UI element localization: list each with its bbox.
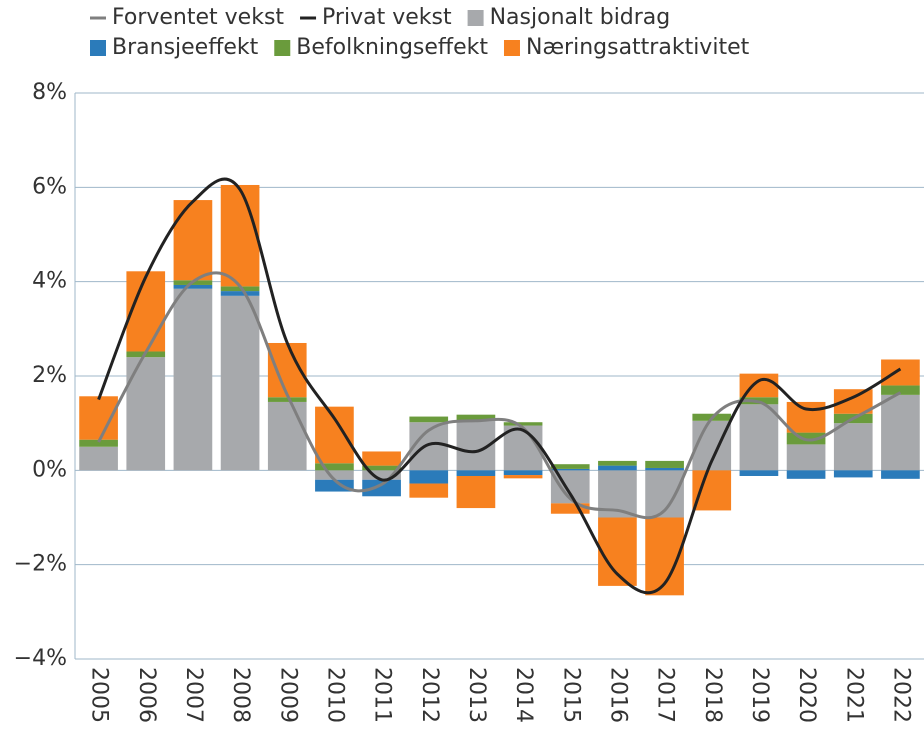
y-tick-label: −4% bbox=[14, 646, 67, 671]
bar-segment bbox=[786, 470, 826, 479]
bar-segment bbox=[881, 470, 920, 479]
x-tick-label: 2017 bbox=[653, 667, 678, 723]
bar-segment bbox=[362, 479, 401, 497]
bar-segment bbox=[456, 475, 496, 509]
bar-segment bbox=[503, 475, 543, 479]
bar-segment bbox=[267, 401, 307, 471]
bar-segment bbox=[550, 468, 590, 471]
x-tick-label: 2019 bbox=[747, 667, 772, 723]
x-tick-label: 2012 bbox=[417, 667, 442, 723]
x-tick-label: 2005 bbox=[87, 667, 112, 723]
x-tick-label: 2013 bbox=[464, 667, 489, 723]
x-tick-label: 2011 bbox=[370, 667, 395, 723]
y-tick-label: 6% bbox=[32, 174, 67, 199]
x-tick-label: 2006 bbox=[134, 667, 159, 723]
y-tick-label: 0% bbox=[32, 457, 67, 482]
x-tick-label: 2021 bbox=[841, 667, 866, 723]
bar-segment bbox=[173, 284, 213, 289]
x-tick-label: 2014 bbox=[511, 667, 536, 723]
bar-segment bbox=[456, 470, 496, 476]
x-tick-label: 2007 bbox=[181, 667, 206, 723]
bar-segment bbox=[79, 439, 118, 447]
bar-segment bbox=[503, 422, 543, 426]
legend-label: Bransjeeffekt bbox=[112, 35, 259, 60]
legend-symbol bbox=[274, 40, 291, 56]
bar-segment bbox=[409, 483, 449, 498]
bar-segment bbox=[503, 425, 543, 471]
bar-segment bbox=[456, 414, 496, 421]
bar-segment bbox=[362, 451, 401, 466]
legend-label: Forventet vekst bbox=[112, 5, 284, 30]
bar-segment bbox=[645, 460, 684, 468]
bar-segment bbox=[409, 470, 449, 484]
bar-segment bbox=[79, 446, 118, 471]
x-tick-label: 2015 bbox=[558, 667, 583, 723]
x-tick-label: 2010 bbox=[322, 667, 347, 723]
x-tick-label: 2022 bbox=[888, 667, 913, 723]
bar-segment bbox=[220, 291, 260, 296]
legend-label: Befolkningseffekt bbox=[296, 35, 488, 60]
y-tick-label: 4% bbox=[32, 269, 67, 294]
bar-segment bbox=[598, 460, 637, 466]
x-tick-label: 2009 bbox=[275, 667, 300, 723]
legend-symbol bbox=[90, 40, 106, 56]
bar-segment bbox=[173, 288, 213, 471]
legend-symbol bbox=[90, 16, 106, 20]
x-tick-label: 2018 bbox=[700, 667, 725, 723]
bar-segment bbox=[173, 200, 213, 281]
bar-segment bbox=[881, 359, 920, 386]
bar-segment bbox=[550, 503, 590, 514]
bar-segment bbox=[220, 295, 260, 471]
bar-segment bbox=[315, 406, 354, 464]
bar-segment bbox=[362, 470, 401, 480]
legend-symbol bbox=[503, 40, 520, 56]
bar-segment bbox=[315, 479, 354, 492]
bar-segment bbox=[881, 385, 920, 395]
bar-segment bbox=[645, 467, 684, 471]
bar-segment bbox=[315, 470, 354, 480]
y-tick-label: 2% bbox=[32, 363, 67, 388]
bar-segment bbox=[692, 470, 732, 511]
x-tick-label: 2008 bbox=[228, 667, 253, 723]
legend-label: Privat vekst bbox=[322, 5, 452, 30]
bar-segment bbox=[315, 463, 354, 471]
bar-segment bbox=[833, 470, 873, 478]
x-tick-label: 2016 bbox=[605, 667, 630, 723]
bar-segment bbox=[739, 404, 779, 471]
line bbox=[97, 177, 902, 595]
bar-segment bbox=[362, 465, 401, 471]
bar-segment bbox=[739, 470, 779, 476]
line bbox=[97, 271, 902, 520]
legend-symbol bbox=[300, 16, 317, 20]
bar-segment bbox=[833, 423, 873, 471]
legend-label: Næringsattraktivitet bbox=[526, 35, 750, 60]
bar-segment bbox=[598, 465, 637, 471]
bar-segment bbox=[881, 394, 920, 471]
bar-segment bbox=[409, 416, 449, 423]
x-tick-label: 2020 bbox=[794, 667, 819, 723]
y-tick-label: −2% bbox=[14, 552, 67, 577]
bar-segment bbox=[267, 397, 307, 402]
legend-symbol bbox=[467, 10, 484, 26]
y-tick-label: 8% bbox=[32, 80, 67, 105]
bar-segment bbox=[786, 401, 826, 433]
bar-segment bbox=[550, 464, 590, 469]
bar-segment bbox=[503, 470, 543, 476]
legend-label: Nasjonalt bidrag bbox=[490, 5, 671, 30]
bar-segment bbox=[786, 444, 826, 471]
bar-segment bbox=[220, 184, 260, 287]
